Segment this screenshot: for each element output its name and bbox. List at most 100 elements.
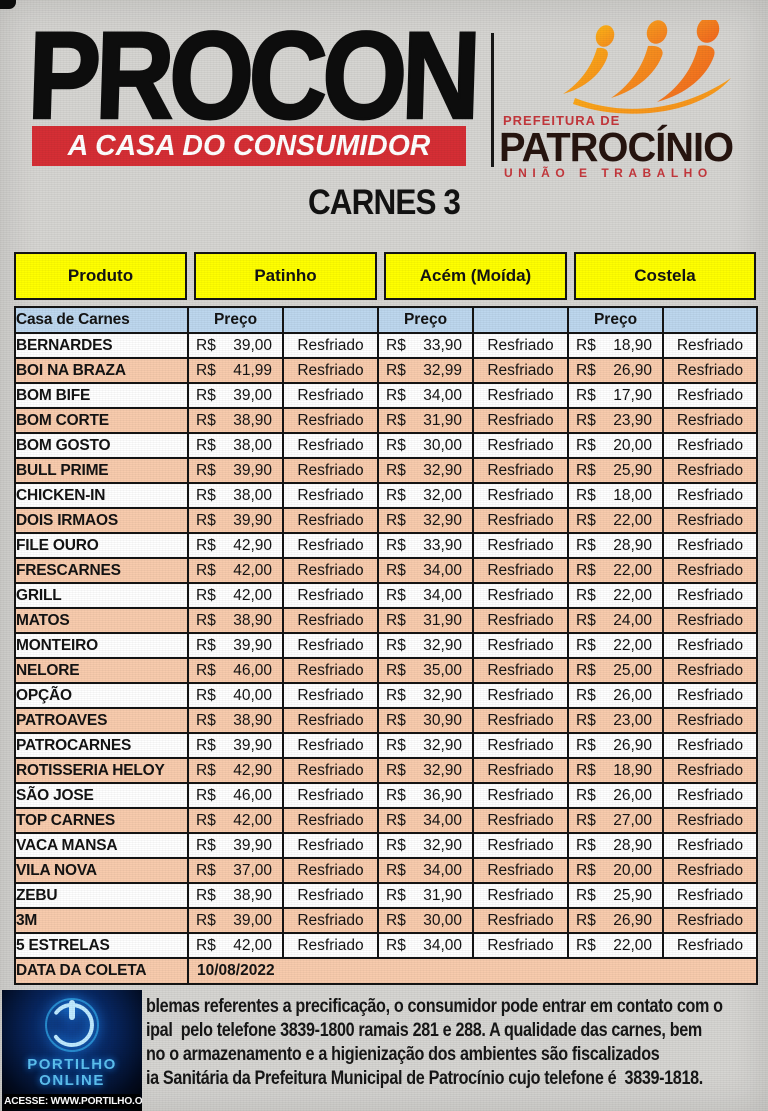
price-table-body: BERNARDES R$ 39,00 Resfriado R$ 33,90 Resf… — [14, 332, 758, 959]
product-name: 3M — [14, 907, 189, 934]
currency-symbol: R$ — [386, 461, 406, 479]
status-cell-acem: Resfriado — [472, 682, 569, 709]
price-cell-acem: R$ 32,99 — [377, 357, 474, 384]
watermark-brand-line2: ONLINE — [39, 1072, 105, 1089]
price-cell-costela: R$ 22,00 — [567, 557, 664, 584]
currency-symbol: R$ — [196, 786, 216, 804]
table-row: MATOS R$ 38,90 Resfriado R$ 31,90 Resfriad… — [14, 607, 758, 634]
product-name: BOM GOSTO — [14, 432, 189, 459]
price-amount: 18,00 — [613, 486, 652, 504]
currency-symbol: R$ — [196, 636, 216, 654]
price-cell-acem: R$ 34,00 — [377, 557, 474, 584]
status-cell-patinho: Resfriado — [282, 457, 379, 484]
status-cell-costela: Resfriado — [662, 807, 758, 834]
price-cell-costela: R$ 28,90 — [567, 532, 664, 559]
currency-symbol: R$ — [576, 936, 596, 954]
product-name: FILE OURO — [14, 532, 189, 559]
price-cell-acem: R$ 31,90 — [377, 407, 474, 434]
currency-symbol: R$ — [386, 336, 406, 354]
status-cell-patinho: Resfriado — [282, 832, 379, 859]
table-row: OPÇÃO R$ 40,00 Resfriado R$ 32,90 Resfriad… — [14, 682, 758, 709]
currency-symbol: R$ — [196, 386, 216, 404]
price-amount: 26,90 — [613, 736, 652, 754]
price-amount: 46,00 — [233, 661, 272, 679]
status-cell-costela: Resfriado — [662, 707, 758, 734]
status-cell-costela: Resfriado — [662, 407, 758, 434]
product-name: BULL PRIME — [14, 457, 189, 484]
status-cell-costela: Resfriado — [662, 332, 758, 359]
status-cell-patinho: Resfriado — [282, 482, 379, 509]
currency-symbol: R$ — [576, 811, 596, 829]
currency-symbol: R$ — [576, 386, 596, 404]
price-cell-patinho: R$ 42,00 — [187, 557, 284, 584]
product-name: TOP CARNES — [14, 807, 189, 834]
status-cell-patinho: Resfriado — [282, 507, 379, 534]
status-cell-acem: Resfriado — [472, 832, 569, 859]
price-amount: 42,00 — [233, 811, 272, 829]
price-cell-acem: R$ 35,00 — [377, 657, 474, 684]
status-cell-patinho: Resfriado — [282, 657, 379, 684]
price-amount: 38,90 — [233, 411, 272, 429]
status-cell-costela: Resfriado — [662, 932, 758, 959]
product-name: CHICKEN-IN — [14, 482, 189, 509]
blank-header-cell — [282, 306, 379, 334]
currency-symbol: R$ — [386, 736, 406, 754]
status-cell-acem: Resfriado — [472, 857, 569, 884]
price-amount: 22,00 — [613, 936, 652, 954]
currency-symbol: R$ — [386, 836, 406, 854]
currency-symbol: R$ — [386, 811, 406, 829]
currency-symbol: R$ — [196, 836, 216, 854]
status-cell-costela: Resfriado — [662, 682, 758, 709]
status-cell-acem: Resfriado — [472, 707, 569, 734]
status-cell-costela: Resfriado — [662, 507, 758, 534]
currency-symbol: R$ — [196, 661, 216, 679]
price-cell-patinho: R$ 38,90 — [187, 882, 284, 909]
price-cell-acem: R$ 32,90 — [377, 832, 474, 859]
price-cell-acem: R$ 34,00 — [377, 932, 474, 959]
status-cell-patinho: Resfriado — [282, 582, 379, 609]
price-amount: 18,90 — [613, 336, 652, 354]
price-amount: 32,00 — [423, 486, 462, 504]
price-cell-acem: R$ 32,00 — [377, 482, 474, 509]
price-cell-patinho: R$ 39,90 — [187, 507, 284, 534]
product-name: PATROCARNES — [14, 732, 189, 759]
status-cell-costela: Resfriado — [662, 782, 758, 809]
currency-symbol: R$ — [386, 611, 406, 629]
price-amount: 39,90 — [233, 511, 272, 529]
table-row: PATROCARNES R$ 39,90 Resfriado R$ 32,90 Re… — [14, 732, 758, 759]
price-amount: 32,90 — [423, 511, 462, 529]
price-cell-patinho: R$ 38,00 — [187, 482, 284, 509]
currency-symbol: R$ — [196, 336, 216, 354]
price-amount: 39,00 — [233, 911, 272, 929]
table-row: 3M R$ 39,00 Resfriado R$ 30,00 Resfriado R… — [14, 907, 758, 934]
price-cell-acem: R$ 32,90 — [377, 732, 474, 759]
currency-symbol: R$ — [386, 586, 406, 604]
page-title: CARNES 3 — [307, 183, 461, 222]
product-name: BOM BIFE — [14, 382, 189, 409]
status-cell-costela: Resfriado — [662, 382, 758, 409]
status-cell-acem: Resfriado — [472, 557, 569, 584]
product-name: BOM CORTE — [14, 407, 189, 434]
price-cell-patinho: R$ 46,00 — [187, 782, 284, 809]
price-column-header: Preço — [567, 306, 664, 334]
status-cell-acem: Resfriado — [472, 882, 569, 909]
currency-symbol: R$ — [576, 836, 596, 854]
status-cell-patinho: Resfriado — [282, 807, 379, 834]
table-row: FRESCARNES R$ 42,00 Resfriado R$ 34,00 Res… — [14, 557, 758, 584]
consumer-notice: blemas referentes a precificação, o cons… — [146, 995, 723, 1091]
status-cell-acem: Resfriado — [472, 332, 569, 359]
price-amount: 32,90 — [423, 836, 462, 854]
procon-banner-label: A CASA DO CONSUMIDOR — [67, 129, 431, 162]
sub-header-label: Casa de Carnes — [14, 306, 189, 334]
currency-symbol: R$ — [386, 411, 406, 429]
status-cell-costela: Resfriado — [662, 882, 758, 909]
currency-symbol: R$ — [196, 736, 216, 754]
currency-symbol: R$ — [386, 386, 406, 404]
price-amount: 34,00 — [423, 811, 462, 829]
status-cell-patinho: Resfriado — [282, 607, 379, 634]
price-amount: 32,90 — [423, 636, 462, 654]
price-amount: 39,90 — [233, 636, 272, 654]
product-name: BOI NA BRAZA — [14, 357, 189, 384]
status-cell-costela: Resfriado — [662, 832, 758, 859]
